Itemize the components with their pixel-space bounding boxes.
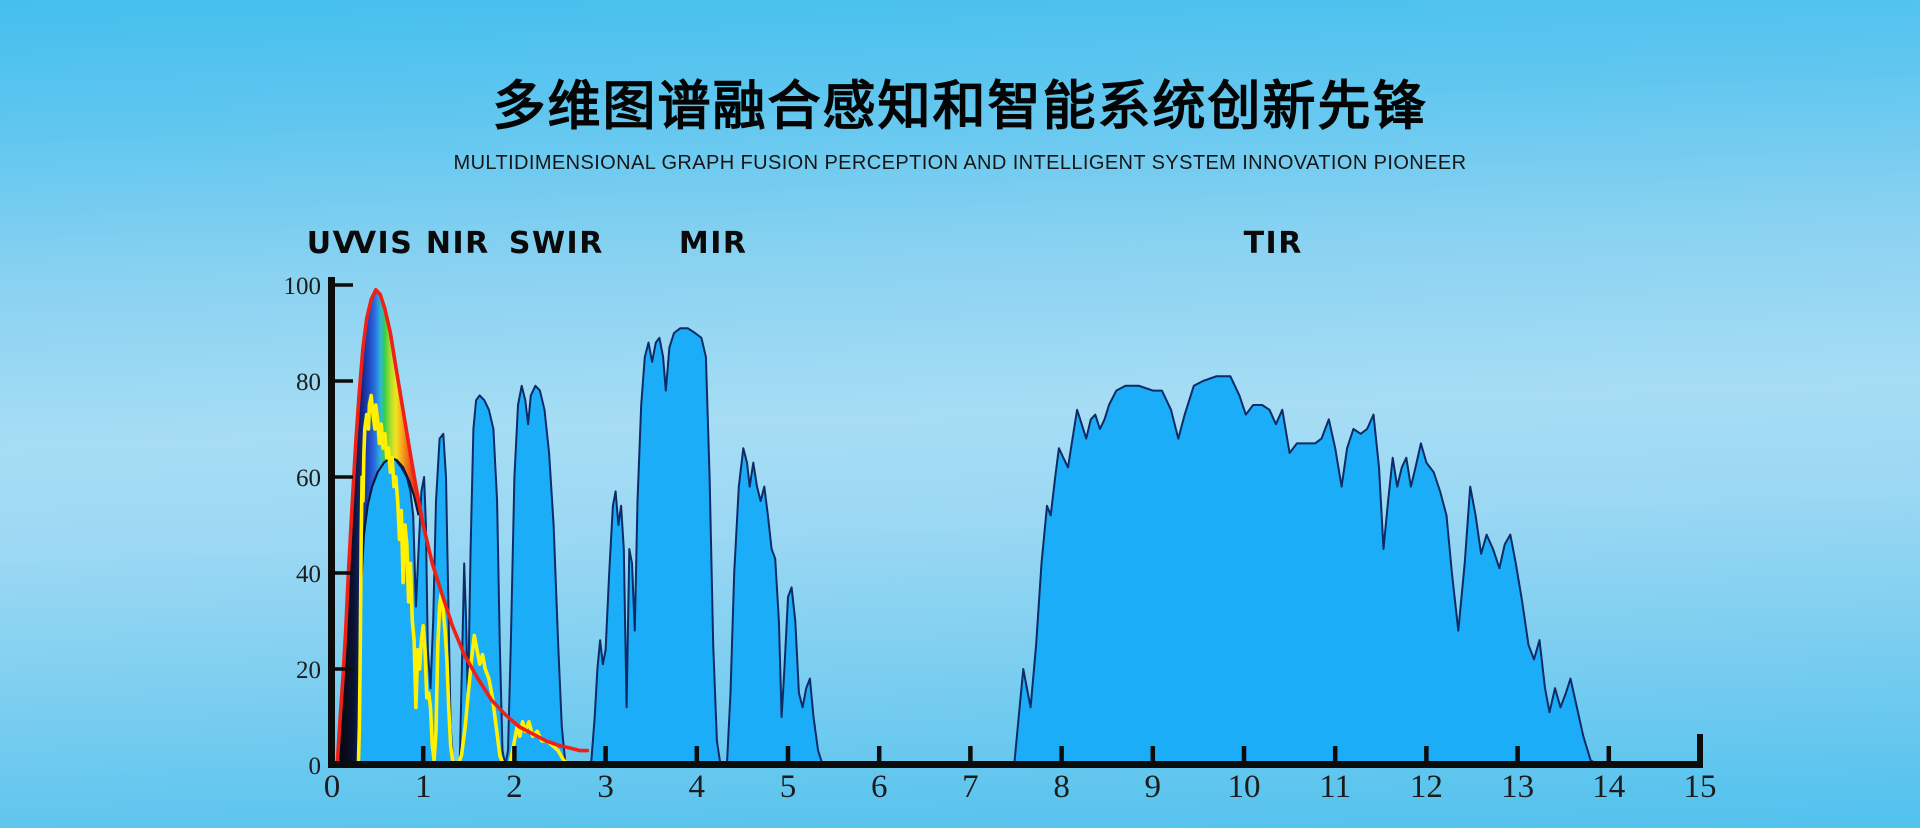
y-tick-label-60: 60 [296,465,321,492]
y-tick-label-100: 100 [284,273,322,300]
x-tick-label-1: 1 [415,769,432,805]
y-tick-label-0: 0 [309,753,322,780]
x-tick-label-15: 15 [1684,769,1717,805]
x-tick-label-4: 4 [689,769,706,805]
x-tick-label-7: 7 [962,769,979,805]
x-tick-label-9: 9 [1145,769,1162,805]
x-tick-label-14: 14 [1592,769,1625,805]
y-tick-label-20: 20 [296,657,321,684]
x-tick-label-11: 11 [1319,769,1351,805]
band-label-swir: SWIR [509,226,604,261]
blackbody-curve [335,288,590,762]
x-tick-label-13: 13 [1501,769,1534,805]
x-tick-label-8: 8 [1053,769,1070,805]
y-tick-label-80: 80 [296,369,321,396]
x-tick-label-3: 3 [597,769,614,805]
band-label-mir: MIR [679,226,748,261]
x-tick-label-5: 5 [780,769,797,805]
x-tick-label-2: 2 [506,769,523,805]
x-tick-label-12: 12 [1410,769,1443,805]
page-subtitle: MULTIDIMENSIONAL GRAPH FUSION PERCEPTION… [453,152,1467,174]
y-tick-label-40: 40 [296,561,321,588]
transmission-windows-area [354,327,1701,766]
x-tick-label-0: 0 [324,769,341,805]
page-title: 多维图谱融合感知和智能系统创新先锋 [492,76,1428,137]
band-label-uv: UV [307,226,358,261]
band-label-vis: VIS [353,226,414,261]
visible-spectrum-bell [337,289,419,765]
band-label-tir: TIR [1244,226,1303,261]
x-tick-label-6: 6 [871,769,888,805]
x-tick-label-10: 10 [1228,769,1261,805]
band-label-nir: NIR [426,226,490,261]
